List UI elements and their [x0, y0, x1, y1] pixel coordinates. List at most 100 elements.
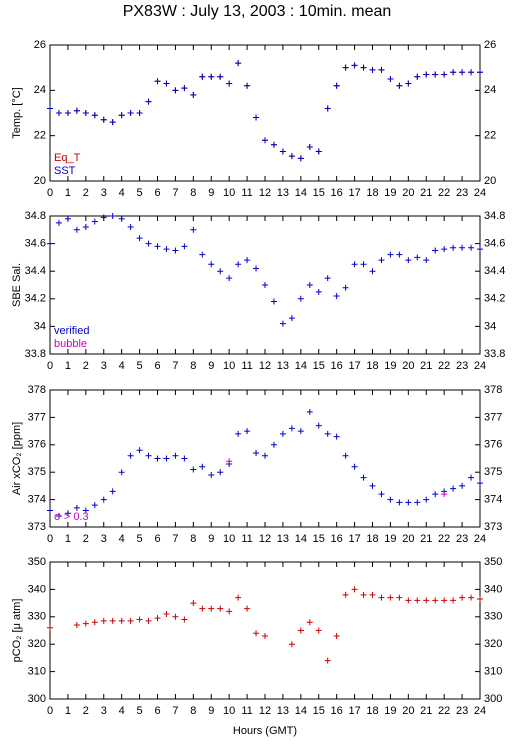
data-point — [468, 69, 475, 76]
x-tick-label: 12 — [259, 705, 271, 717]
data-point — [369, 591, 376, 598]
data-point — [55, 513, 62, 520]
data-point — [190, 600, 197, 607]
y-axis-label: pCO₂ [μ atm] — [11, 599, 23, 663]
x-tick-label: 13 — [277, 533, 289, 545]
y-axis-label: SBE Sal. — [11, 263, 23, 307]
x-tick-label: 20 — [402, 187, 414, 199]
data-point — [190, 226, 197, 233]
data-point — [396, 82, 403, 89]
data-point — [351, 586, 358, 593]
data-point — [217, 469, 224, 476]
data-point — [64, 215, 71, 222]
y-tick-label: 34 — [34, 320, 46, 332]
data-point — [82, 507, 89, 514]
data-point — [450, 244, 457, 251]
data-point — [136, 110, 143, 116]
data-point — [145, 240, 152, 247]
y-tick-label: 375 — [28, 466, 46, 478]
y-tick-label-right: 340 — [484, 583, 502, 595]
x-tick-label: 13 — [277, 360, 289, 372]
x-tick-label: 21 — [420, 360, 432, 372]
data-point — [172, 613, 179, 620]
x-tick-label: 21 — [420, 705, 432, 717]
data-point — [244, 605, 251, 612]
x-tick-label: 20 — [402, 533, 414, 545]
data-point — [235, 60, 242, 67]
x-tick-label: 22 — [438, 187, 450, 199]
x-tick-label: 4 — [119, 533, 125, 545]
data-point — [306, 144, 313, 150]
y-tick-label: 373 — [28, 521, 46, 533]
data-point — [405, 257, 412, 264]
data-point — [306, 282, 313, 288]
data-point — [360, 64, 367, 71]
data-point — [127, 110, 134, 116]
data-point — [82, 620, 89, 627]
data-point — [199, 73, 206, 80]
data-point — [199, 605, 206, 612]
data-point — [288, 641, 295, 648]
x-tick-label: 18 — [366, 533, 378, 545]
data-point — [253, 630, 260, 637]
data-point — [288, 315, 295, 322]
data-point — [324, 657, 331, 664]
legend-label: bubble — [54, 338, 87, 350]
data-point — [297, 627, 304, 634]
data-point — [253, 114, 260, 121]
data-point — [100, 496, 107, 503]
data-point — [468, 594, 475, 601]
x-tick-label: 11 — [241, 360, 252, 372]
x-tick-label: 18 — [366, 187, 378, 199]
data-point — [208, 605, 215, 612]
data-point — [306, 408, 313, 415]
data-point — [414, 597, 421, 604]
data-point — [414, 73, 421, 80]
data-point — [64, 110, 71, 116]
data-point — [244, 82, 251, 89]
data-point — [441, 71, 448, 78]
data-point — [450, 485, 457, 492]
y-tick-label-right: 34.2 — [484, 293, 505, 305]
x-tick-label: 17 — [348, 187, 360, 199]
data-point — [279, 148, 286, 155]
y-tick-label-right: 34.8 — [484, 210, 505, 222]
x-tick-label: 11 — [241, 705, 252, 717]
x-axis-label: Hours (GMT) — [233, 725, 297, 737]
data-point — [226, 275, 233, 282]
data-point — [342, 64, 349, 71]
data-point — [369, 482, 376, 489]
y-tick-label-right: 26 — [484, 39, 496, 51]
x-tick-label: 15 — [313, 360, 325, 372]
data-point — [324, 430, 331, 437]
x-tick-label: 8 — [190, 187, 196, 199]
data-point — [154, 243, 161, 250]
data-point — [369, 268, 376, 275]
x-tick-label: 7 — [172, 360, 178, 372]
data-point — [342, 591, 349, 598]
x-tick-label: 12 — [259, 187, 271, 199]
data-point — [423, 597, 430, 604]
x-tick-label: 24 — [474, 533, 486, 545]
x-tick-label: 16 — [331, 705, 343, 717]
data-point — [127, 452, 134, 459]
y-tick-label-right: 33.8 — [484, 348, 505, 360]
data-point — [91, 112, 98, 119]
data-point — [333, 433, 340, 440]
data-point — [396, 251, 403, 258]
data-point — [351, 463, 358, 470]
data-point — [73, 226, 80, 233]
x-tick-label: 5 — [137, 187, 143, 199]
x-tick-label: 1 — [65, 360, 71, 372]
data-point — [73, 622, 80, 629]
y-tick-label: 20 — [34, 175, 46, 187]
data-point — [315, 422, 322, 429]
data-point — [297, 155, 304, 162]
x-tick-label: 5 — [137, 705, 143, 717]
data-point — [47, 105, 53, 112]
y-tick-label-right: 373 — [484, 521, 502, 533]
data-point — [145, 98, 152, 105]
data-point — [387, 496, 394, 503]
x-tick-label: 4 — [119, 705, 125, 717]
data-point — [181, 243, 188, 250]
